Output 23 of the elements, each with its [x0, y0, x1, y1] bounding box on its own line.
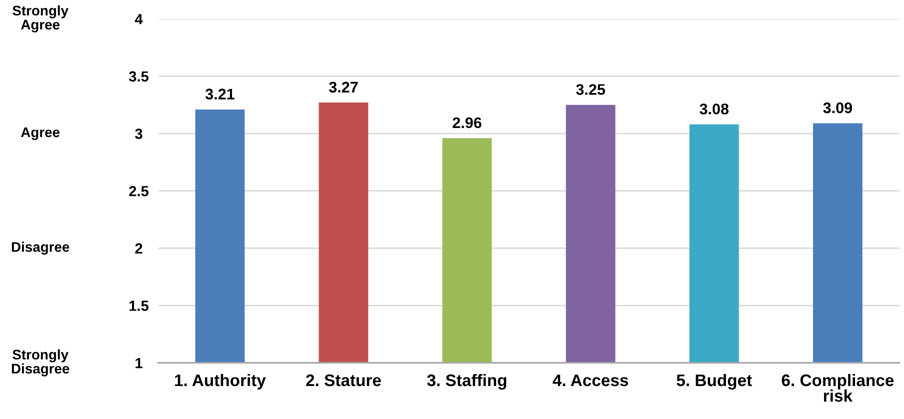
data-label: 3.27: [329, 82, 358, 93]
text: Agree: [21, 127, 60, 140]
x-tick-label: 1. Authority: [175, 374, 266, 390]
y-tick-label: 3: [135, 128, 142, 139]
text: Strongly Agree: [12, 5, 68, 32]
y-tick-label: 2.5: [129, 186, 148, 196]
x-tick-label: 4. Access: [552, 374, 628, 386]
y-tick-label: 4: [134, 14, 143, 24]
y-tick-label: 3.5: [128, 71, 148, 82]
x-tick-label: 3. Staffing: [427, 374, 506, 390]
data-label: 3.21: [205, 88, 234, 100]
y-tick-label: 2: [135, 243, 142, 254]
data-label: 3.25: [576, 84, 606, 95]
text: Disagree: [12, 242, 70, 255]
data-label: 2.96: [452, 117, 482, 128]
x-tick-label: 2. Stature: [306, 374, 381, 386]
y-tick-label: 1.5: [130, 300, 148, 311]
data-label: 3.08: [700, 104, 729, 114]
data-label: 3.09: [823, 102, 852, 114]
x-tick-label: 6. Compliance risk: [782, 374, 894, 402]
x-tick-label: 5. Budget: [676, 374, 752, 390]
text: Strongly Disagree: [12, 349, 70, 376]
y-tick-label: 1: [136, 358, 142, 368]
